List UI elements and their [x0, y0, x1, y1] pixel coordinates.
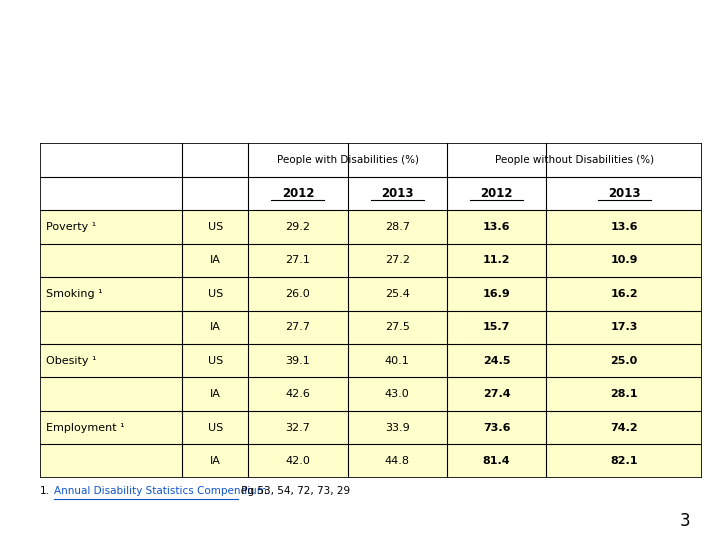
Text: 28.7: 28.7	[384, 222, 410, 232]
Text: 29.2: 29.2	[285, 222, 310, 232]
Text: 25.4: 25.4	[385, 289, 410, 299]
Text: Obesity ¹: Obesity ¹	[46, 356, 96, 366]
Bar	[40, 344, 702, 377]
Text: 73.6: 73.6	[483, 423, 510, 433]
Bar	[40, 143, 702, 177]
Text: 16.2: 16.2	[611, 289, 638, 299]
Text: 11.2: 11.2	[483, 255, 510, 265]
Text: People with Disabilities (%): People with Disabilities (%)	[276, 155, 418, 165]
Bar	[40, 210, 702, 244]
Text: 2012: 2012	[282, 187, 314, 200]
Text: 74.2: 74.2	[611, 423, 638, 433]
Text: IA: IA	[210, 322, 220, 332]
Text: 81.4: 81.4	[483, 456, 510, 466]
Text: Employment ¹: Employment ¹	[46, 423, 125, 433]
Text: 3: 3	[680, 512, 690, 530]
Text: 27.5: 27.5	[385, 322, 410, 332]
Text: 82.1: 82.1	[611, 456, 638, 466]
Bar	[40, 444, 702, 478]
Text: 13.6: 13.6	[611, 222, 638, 232]
Bar	[40, 277, 702, 310]
Text: 1.: 1.	[40, 486, 50, 496]
Text: 25.0: 25.0	[611, 356, 638, 366]
Text: Smoking ¹: Smoking ¹	[46, 289, 103, 299]
Text: IA: IA	[210, 456, 220, 466]
Text: 43.0: 43.0	[385, 389, 410, 399]
Text: Pg 53, 54, 72, 73, 29: Pg 53, 54, 72, 73, 29	[238, 486, 351, 496]
Text: 27.4: 27.4	[483, 389, 510, 399]
Text: 33.9: 33.9	[385, 423, 410, 433]
Text: 24.5: 24.5	[483, 356, 510, 366]
Text: Annual Disability Statistics Compendium.: Annual Disability Statistics Compendium.	[54, 486, 271, 496]
Text: Poverty ¹: Poverty ¹	[46, 222, 96, 232]
Bar	[40, 377, 702, 411]
Text: 10.9: 10.9	[611, 255, 638, 265]
Text: 17.3: 17.3	[611, 322, 638, 332]
Text: 44.8: 44.8	[384, 456, 410, 466]
Text: 40.1: 40.1	[385, 356, 410, 366]
Text: 2013: 2013	[381, 187, 413, 200]
Text: 16.9: 16.9	[483, 289, 510, 299]
Text: US: US	[207, 423, 222, 433]
Text: Iowa Data: Iowa Data	[250, 35, 470, 72]
Text: 42.0: 42.0	[286, 456, 310, 466]
Text: People without Disabilities (%): People without Disabilities (%)	[495, 155, 654, 165]
Text: 27.7: 27.7	[285, 322, 310, 332]
Text: 28.1: 28.1	[611, 389, 638, 399]
Text: 42.6: 42.6	[286, 389, 310, 399]
Bar	[40, 310, 702, 344]
Text: 27.1: 27.1	[286, 255, 310, 265]
Text: 15.7: 15.7	[483, 322, 510, 332]
Bar	[40, 177, 702, 210]
Bar	[40, 411, 702, 444]
Text: 26.0: 26.0	[286, 289, 310, 299]
Text: 2012: 2012	[480, 187, 513, 200]
Text: IA: IA	[210, 255, 220, 265]
Text: US: US	[207, 289, 222, 299]
Text: 2013: 2013	[608, 187, 640, 200]
Text: 27.2: 27.2	[384, 255, 410, 265]
Text: 32.7: 32.7	[286, 423, 310, 433]
Text: US: US	[207, 222, 222, 232]
Text: IA: IA	[210, 389, 220, 399]
Text: 39.1: 39.1	[286, 356, 310, 366]
Bar	[40, 244, 702, 277]
Text: US: US	[207, 356, 222, 366]
Text: 13.6: 13.6	[483, 222, 510, 232]
